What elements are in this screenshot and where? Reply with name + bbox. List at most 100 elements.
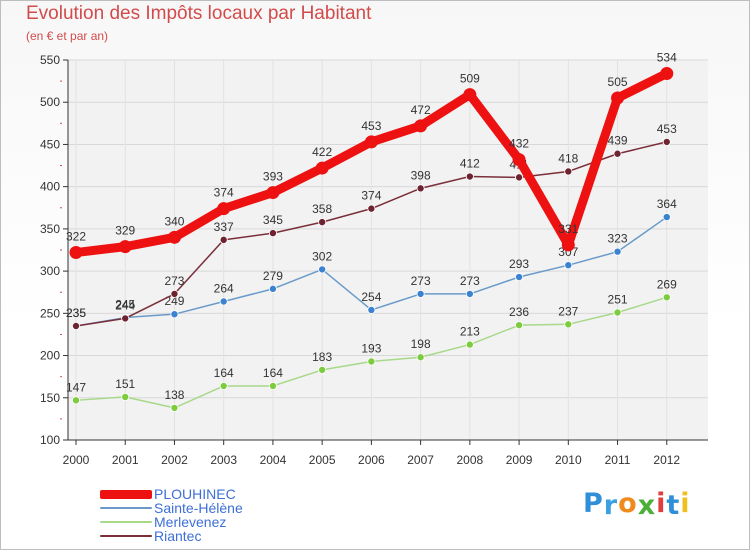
- data-point: [72, 396, 81, 405]
- data-point: [170, 310, 179, 319]
- data-label: 151: [115, 377, 135, 391]
- data-label: 345: [263, 213, 283, 227]
- data-label: 322: [66, 230, 86, 244]
- data-label: 213: [460, 325, 480, 339]
- data-point: [463, 88, 477, 102]
- data-point: [465, 340, 474, 349]
- data-label: 358: [312, 202, 332, 216]
- data-label: 236: [509, 305, 529, 319]
- data-label: 393: [263, 170, 283, 184]
- data-label: 453: [657, 122, 677, 136]
- x-tick-label: 2000: [63, 453, 90, 467]
- data-label: 509: [460, 72, 480, 86]
- data-label: 138: [164, 388, 184, 402]
- data-label: 245: [115, 298, 135, 312]
- data-label: 337: [214, 220, 234, 234]
- data-point: [315, 161, 329, 175]
- data-point: [364, 135, 378, 149]
- x-tick-label: 2009: [506, 453, 533, 467]
- data-label: 331: [558, 222, 578, 236]
- data-label: 273: [411, 274, 431, 288]
- data-point: [662, 293, 671, 302]
- data-point: [465, 289, 474, 298]
- data-label: 505: [608, 75, 628, 89]
- data-point: [170, 289, 179, 298]
- data-label: 235: [66, 306, 86, 320]
- x-tick-label: 2001: [112, 453, 139, 467]
- legend-label: Sainte-Hélène: [154, 500, 243, 516]
- data-point: [613, 149, 622, 158]
- data-label: 147: [66, 380, 86, 394]
- data-label: 273: [164, 274, 184, 288]
- chart-title: Evolution des Impôts locaux par Habitant: [26, 3, 372, 24]
- y-tick-label: 450: [40, 137, 60, 151]
- data-point: [662, 137, 671, 146]
- legend-swatch: [100, 507, 152, 509]
- data-point: [416, 353, 425, 362]
- data-point: [561, 238, 575, 252]
- data-point: [217, 202, 231, 216]
- data-point: [266, 186, 280, 200]
- series-riantec: 235244273337345358374398412411418439453: [66, 122, 677, 330]
- data-label: 422: [312, 145, 332, 159]
- data-label: 340: [164, 214, 184, 228]
- data-point: [318, 218, 327, 227]
- data-point: [613, 308, 622, 317]
- data-point: [318, 365, 327, 374]
- data-label: 412: [460, 157, 480, 171]
- logo-letter: P: [583, 488, 604, 519]
- y-tick-label: 550: [40, 53, 60, 67]
- x-tick-label: 2005: [309, 453, 336, 467]
- data-point: [121, 392, 130, 401]
- legend-item: Sainte-Hélène: [100, 501, 243, 515]
- y-tick-label: 350: [40, 222, 60, 236]
- data-label: 164: [214, 366, 234, 380]
- logo-letter: i: [680, 488, 691, 519]
- data-point: [564, 320, 573, 329]
- data-label: 323: [608, 232, 628, 246]
- series-merlevenez: 147 151 138 164 164 183 193 198 213 236 237 251 269: [66, 277, 677, 412]
- data-point: [564, 167, 573, 176]
- data-point: [219, 235, 228, 244]
- data-point: [414, 119, 428, 133]
- x-tick-label: 2012: [653, 453, 680, 467]
- legend-item: PLOUHINEC: [100, 487, 236, 501]
- data-label: 183: [312, 350, 332, 364]
- data-point: [268, 229, 277, 238]
- y-tick-label: 150: [40, 391, 60, 405]
- x-tick-label: 2004: [260, 453, 287, 467]
- x-tick-label: 2007: [407, 453, 434, 467]
- data-label: 193: [361, 341, 381, 355]
- data-label: 432: [509, 137, 529, 151]
- legend-swatch: [100, 535, 152, 537]
- data-point: [367, 305, 376, 314]
- data-label: 302: [312, 249, 332, 263]
- series-plouhinec: 322 329 340 374 393 422 453 472 509 432 331 505 534: [66, 51, 677, 260]
- data-label: 374: [214, 186, 234, 200]
- data-point: [564, 261, 573, 270]
- data-label: 273: [460, 274, 480, 288]
- data-label: 439: [608, 134, 628, 148]
- data-label: 244: [115, 298, 135, 312]
- data-label: 254: [361, 290, 381, 304]
- logo-letter: o: [618, 488, 638, 519]
- data-point: [416, 289, 425, 298]
- data-label: 293: [509, 257, 529, 271]
- data-point: [416, 184, 425, 193]
- data-label: 453: [361, 119, 381, 133]
- data-point: [465, 172, 474, 181]
- x-tick-label: 2008: [456, 453, 483, 467]
- legend-label: Merlevenez: [154, 514, 227, 530]
- data-point: [268, 381, 277, 390]
- data-point: [219, 381, 228, 390]
- y-tick-label: 100: [40, 433, 60, 447]
- data-point: [367, 357, 376, 366]
- data-label: 472: [411, 103, 431, 117]
- data-point: [219, 297, 228, 306]
- logo-letter: t: [666, 490, 681, 521]
- data-label: 269: [657, 277, 677, 291]
- data-label: 398: [411, 168, 431, 182]
- logo-letter: x: [637, 490, 657, 521]
- data-label: 418: [558, 151, 578, 165]
- data-point: [170, 403, 179, 412]
